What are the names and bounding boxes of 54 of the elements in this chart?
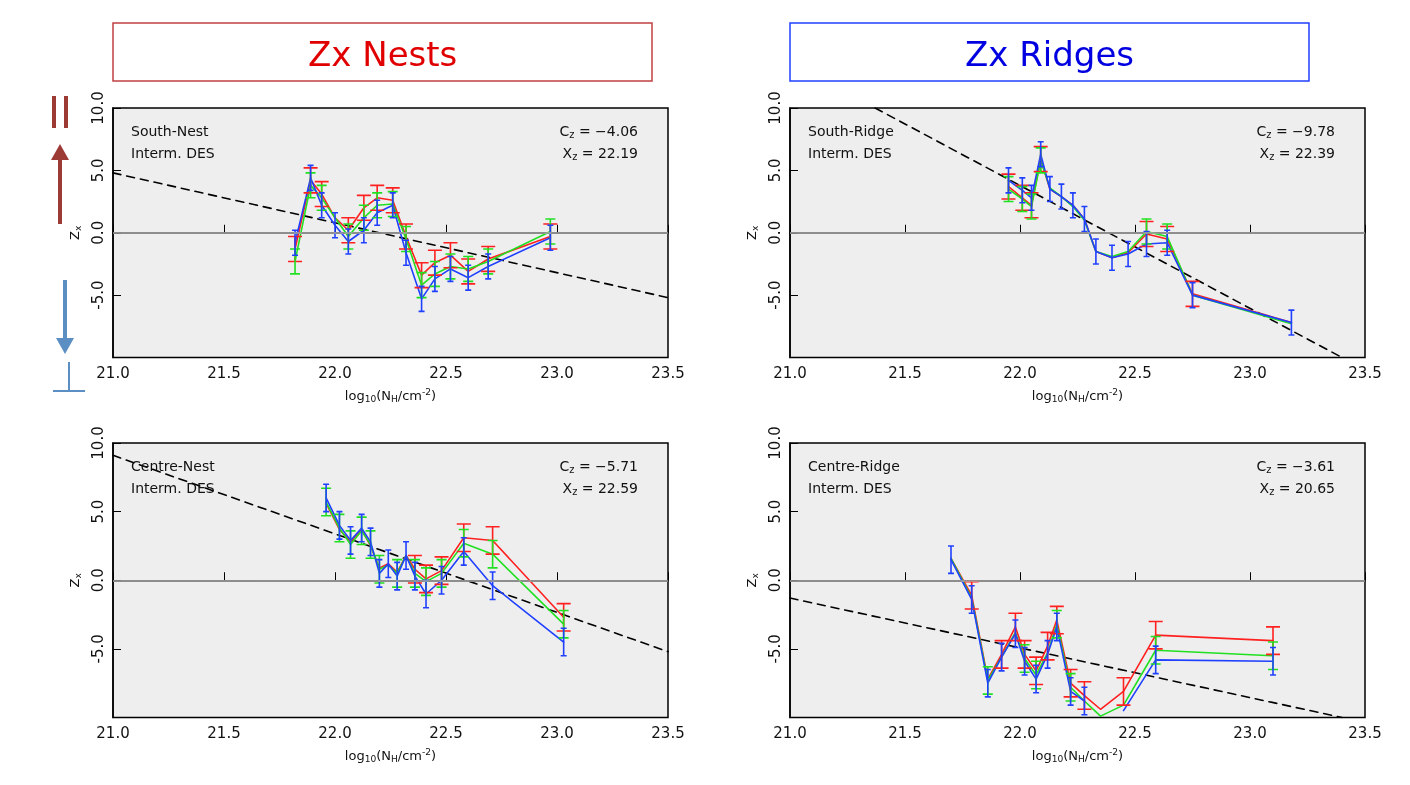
x-tick-label: 21.5: [888, 364, 922, 382]
x-tick-label: 22.5: [1118, 724, 1152, 742]
y-tick-label: 10.0: [88, 426, 107, 460]
x-tick-label: 23.5: [651, 364, 685, 382]
annotation: South-Nest: [131, 123, 210, 139]
y-axis-title: Zx: [66, 572, 83, 588]
chart-title: Zx Nests: [308, 34, 458, 74]
y-tick-label: 0.0: [765, 568, 784, 593]
x-tick-label: 21.0: [96, 724, 130, 742]
annotation: Interm. DES: [131, 480, 215, 496]
y-tick-label: -5.0: [765, 280, 784, 310]
x-tick-label: 21.5: [207, 364, 241, 382]
y-tick-label: 0.0: [88, 220, 107, 245]
annotation: Interm. DES: [808, 480, 892, 496]
y-tick-label: 5.0: [765, 499, 784, 524]
annotation: Centre-Nest: [131, 458, 216, 474]
x-tick-label: 23.5: [1348, 364, 1382, 382]
y-tick-label: 10.0: [765, 91, 784, 125]
annotation: Centre-Ridge: [808, 458, 900, 474]
y-tick-label: 0.0: [765, 220, 784, 245]
x-tick-label: 23.0: [540, 364, 574, 382]
x-tick-label: 23.5: [651, 724, 685, 742]
chart-title: Zx Ridges: [965, 34, 1135, 74]
x-tick-label: 21.0: [773, 724, 807, 742]
x-tick-label: 21.5: [207, 724, 241, 742]
x-tick-label: 21.0: [773, 364, 807, 382]
x-tick-label: 22.5: [1118, 364, 1152, 382]
y-tick-label: -5.0: [765, 634, 784, 664]
x-tick-label: 22.0: [1003, 724, 1037, 742]
annotation: South-Ridge: [808, 123, 894, 139]
annotation: Interm. DES: [131, 145, 215, 161]
y-tick-label: -5.0: [88, 634, 107, 664]
y-axis-title: Zx: [743, 224, 760, 240]
x-tick-label: 23.0: [1233, 724, 1267, 742]
x-tick-label: 23.0: [540, 724, 574, 742]
x-tick-label: 23.5: [1348, 724, 1382, 742]
y-tick-label: 5.0: [88, 158, 107, 183]
y-tick-label: 5.0: [765, 158, 784, 183]
x-tick-label: 21.0: [96, 364, 130, 382]
y-axis-title: Zx: [743, 572, 760, 588]
y-tick-label: 10.0: [88, 91, 107, 125]
y-tick-label: 0.0: [88, 568, 107, 593]
x-tick-label: 22.0: [318, 364, 352, 382]
y-tick-label: -5.0: [88, 280, 107, 310]
x-tick-label: 22.5: [429, 364, 463, 382]
y-axis-title: Zx: [66, 224, 83, 240]
x-tick-label: 23.0: [1233, 364, 1267, 382]
x-tick-label: 22.0: [1003, 364, 1037, 382]
y-tick-label: 10.0: [765, 426, 784, 460]
annotation: Interm. DES: [808, 145, 892, 161]
x-tick-label: 21.5: [888, 724, 922, 742]
x-tick-label: 22.0: [318, 724, 352, 742]
y-tick-label: 5.0: [88, 499, 107, 524]
x-tick-label: 22.5: [429, 724, 463, 742]
